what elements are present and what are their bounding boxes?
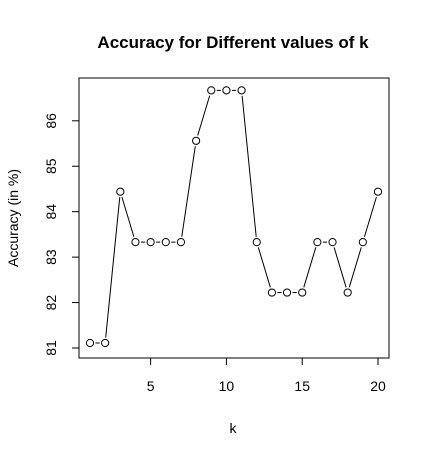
series-segment <box>181 146 196 237</box>
y-axis-label: Accuracy (in %) <box>5 169 21 267</box>
data-point <box>313 238 322 247</box>
x-tick-label: 20 <box>370 378 386 394</box>
data-point <box>146 238 155 247</box>
data-point <box>343 288 352 297</box>
data-point <box>207 86 216 95</box>
x-axis: 5 10 15 20 <box>147 357 386 394</box>
data-point <box>373 187 383 196</box>
series-segment <box>348 247 362 288</box>
y-tick-label: 82 <box>43 295 59 311</box>
series-segment <box>197 95 211 136</box>
series-points <box>85 86 383 348</box>
data-point <box>252 238 261 247</box>
y-tick-label: 85 <box>43 158 59 174</box>
y-tick-label: 84 <box>43 204 59 220</box>
series-segment <box>363 196 377 238</box>
y-tick-label: 83 <box>43 249 59 265</box>
data-point <box>176 238 186 247</box>
series-segment <box>257 247 271 288</box>
data-point <box>282 288 292 297</box>
x-tick-label: 10 <box>219 378 235 394</box>
data-point <box>85 338 95 348</box>
data-point <box>116 187 125 196</box>
series-segment <box>303 247 317 288</box>
data-point <box>267 288 276 297</box>
data-point <box>328 238 337 247</box>
series-segment <box>333 247 347 288</box>
x-tick-label: 15 <box>294 378 310 394</box>
data-point <box>358 238 367 247</box>
x-tick-label: 5 <box>147 378 155 394</box>
x-axis-label: k <box>230 420 238 436</box>
plot-frame <box>78 77 390 359</box>
y-tick-label: 86 <box>43 113 59 129</box>
data-point <box>237 86 246 95</box>
data-point <box>192 136 201 145</box>
data-point <box>222 86 231 95</box>
data-point <box>101 338 110 348</box>
series-segment <box>121 196 135 238</box>
y-axis: 81 82 83 84 85 86 <box>43 113 80 356</box>
data-point <box>131 238 140 247</box>
series-segment <box>105 197 121 338</box>
data-point <box>161 238 170 247</box>
chart-title: Accuracy for Different values of k <box>97 33 369 52</box>
series-lines <box>95 89 377 344</box>
series-segment <box>241 95 257 237</box>
y-tick-label: 81 <box>43 340 59 356</box>
data-point <box>298 288 307 297</box>
